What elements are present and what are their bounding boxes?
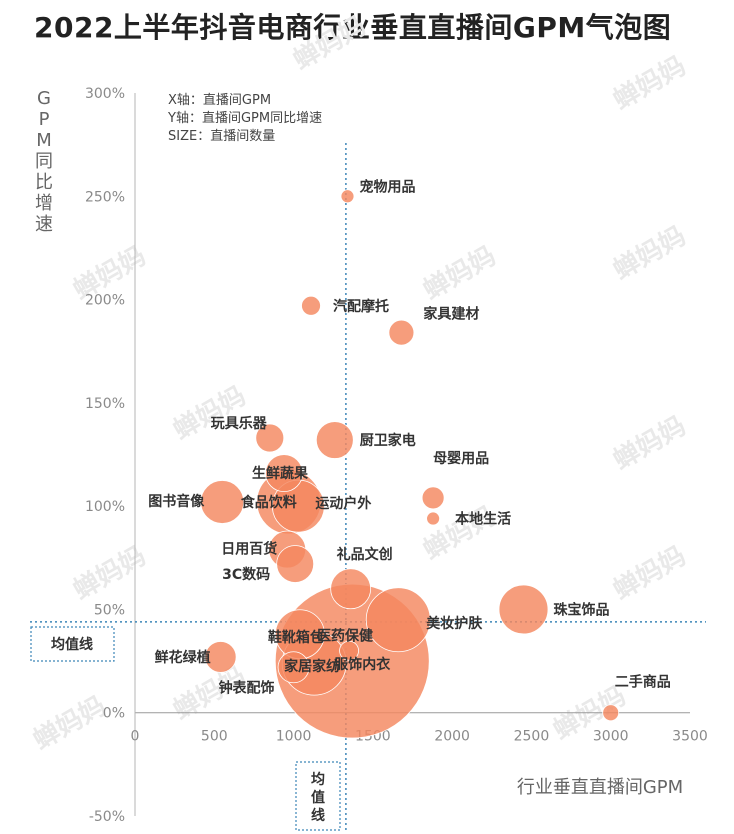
watermark-text: 蝉妈妈 <box>288 10 371 76</box>
bubble-label: 珠宝饰品 <box>554 601 610 618</box>
y-axis-title-char: 比 <box>35 172 53 193</box>
bubble-厨卫家电 <box>315 421 354 459</box>
average-x-label-char: 值 <box>311 789 325 806</box>
x-tick-label: 2000 <box>434 729 470 745</box>
bubble-label: 钟表配饰 <box>219 679 275 696</box>
axes: 0 500 1000 1500 2000 2500 3000 3500-50%0%50%100… <box>85 86 708 825</box>
bubble-礼品文创 <box>330 568 372 610</box>
y-tick-label: 300% <box>85 86 125 102</box>
legend: X轴：直播间GPM Y轴：直播间GPM同比增速 SIZE：直播间数量 <box>167 93 322 144</box>
average-y-label-box <box>30 626 115 662</box>
average-y-label: 均值线 <box>51 636 93 653</box>
bubbles <box>200 189 620 739</box>
watermark-text: 蝉妈妈 <box>608 540 691 606</box>
bubble-label: 服饰内衣 <box>334 656 391 673</box>
bubble-label: 玩具乐器 <box>211 415 268 432</box>
bubble-label: 医药保健 <box>317 628 373 645</box>
bubble-label: 厨卫家电 <box>360 432 416 449</box>
y-tick-label: 0% <box>103 706 125 722</box>
average-x-label-char: 线 <box>311 807 325 824</box>
y-axis-title-char: M <box>36 130 52 151</box>
x-tick-label: 2500 <box>514 729 550 745</box>
watermark-text: 蝉妈妈 <box>418 240 501 306</box>
bubble-label: 美妆护肤 <box>426 615 483 632</box>
bubble-3C数码 <box>276 545 315 583</box>
y-tick-label: 150% <box>85 396 125 412</box>
y-axis-title-char: 速 <box>35 214 53 235</box>
bubble-宠物用品 <box>340 189 355 204</box>
bubble-医药保健 <box>339 640 359 661</box>
legend-line: X轴：直播间GPM <box>168 93 271 108</box>
x-tick-label: 1000 <box>276 729 312 745</box>
bubble-label: 宠物用品 <box>359 178 415 195</box>
bubble-label: 3C数码 <box>222 566 270 583</box>
average-x-label-box <box>295 761 341 831</box>
watermark-text: 蝉妈妈 <box>608 50 691 116</box>
bubble-美妆护肤 <box>365 587 431 653</box>
y-axis-title-char: 增 <box>35 193 53 214</box>
bubble-label: 母婴用品 <box>433 450 489 467</box>
x-axis-title: 行业垂直直播间GPM <box>517 777 683 798</box>
bubble-label: 日用百货 <box>221 541 277 558</box>
bubble-玩具乐器 <box>255 423 285 453</box>
watermark-text: 蝉妈妈 <box>608 410 691 476</box>
watermark-text: 蝉妈妈 <box>608 220 691 286</box>
y-axis-title-char: P <box>39 109 50 130</box>
y-tick-label: 250% <box>85 189 125 205</box>
bubble-label: 生鲜蔬果 <box>252 465 309 482</box>
watermark-text: 蝉妈妈 <box>28 690 111 756</box>
bubble-汽配摩托 <box>301 295 321 316</box>
bubble-label: 图书音像 <box>148 493 205 510</box>
x-tick-label: 3000 <box>593 729 629 745</box>
y-axis-title-char: 同 <box>35 151 53 172</box>
y-axis-title-char: G <box>37 88 51 109</box>
bubble-鲜花绿植 <box>204 641 237 673</box>
bubble-生鲜蔬果 <box>265 454 303 492</box>
bubble-label: 鞋靴箱包 <box>268 629 324 646</box>
bubble-图书音像 <box>200 480 245 524</box>
y-tick-label: -50% <box>89 809 125 825</box>
watermark-text: 蝉妈妈 <box>68 540 151 606</box>
bubble-label: 运动户外 <box>315 495 371 512</box>
chart-title: 2022上半年抖音电商行业垂直直播间GPM气泡图 <box>34 11 672 44</box>
bubble-label: 礼品文创 <box>337 546 393 563</box>
legend-line: SIZE：直播间数量 <box>168 129 275 144</box>
y-tick-label: 100% <box>85 499 125 515</box>
x-tick-label: 0 <box>131 729 140 745</box>
average-x-label-char: 均 <box>311 771 325 788</box>
bubble-本地生活 <box>426 511 441 526</box>
y-tick-label: 200% <box>85 293 125 309</box>
bubble-label: 家具建材 <box>423 306 479 323</box>
bubble-珠宝饰品 <box>498 584 549 635</box>
watermark-text: 蝉妈妈 <box>168 380 251 446</box>
bubble-二手商品 <box>602 704 620 722</box>
bubble-母婴用品 <box>421 486 445 510</box>
bubble-label: 家居家纺 <box>284 658 340 675</box>
bubble-label: 食品饮料 <box>241 494 297 511</box>
x-tick-label: 500 <box>201 729 228 745</box>
bubble-家具建材 <box>388 319 415 346</box>
y-tick-label: 50% <box>94 602 125 618</box>
bubble-钟表配饰 <box>277 651 310 684</box>
bubble-label: 汽配摩托 <box>333 298 389 315</box>
watermark-text: 蝉妈妈 <box>418 500 501 566</box>
x-tick-label: 3500 <box>672 729 708 745</box>
bubble-label: 鲜花绿植 <box>155 649 211 666</box>
bubble-label: 二手商品 <box>615 674 671 691</box>
legend-line: Y轴：直播间GPM同比增速 <box>167 111 322 126</box>
bubble-label: 本地生活 <box>455 511 511 528</box>
axis-titles: 行业垂直直播间GPM GPM同比增速 <box>35 88 683 798</box>
